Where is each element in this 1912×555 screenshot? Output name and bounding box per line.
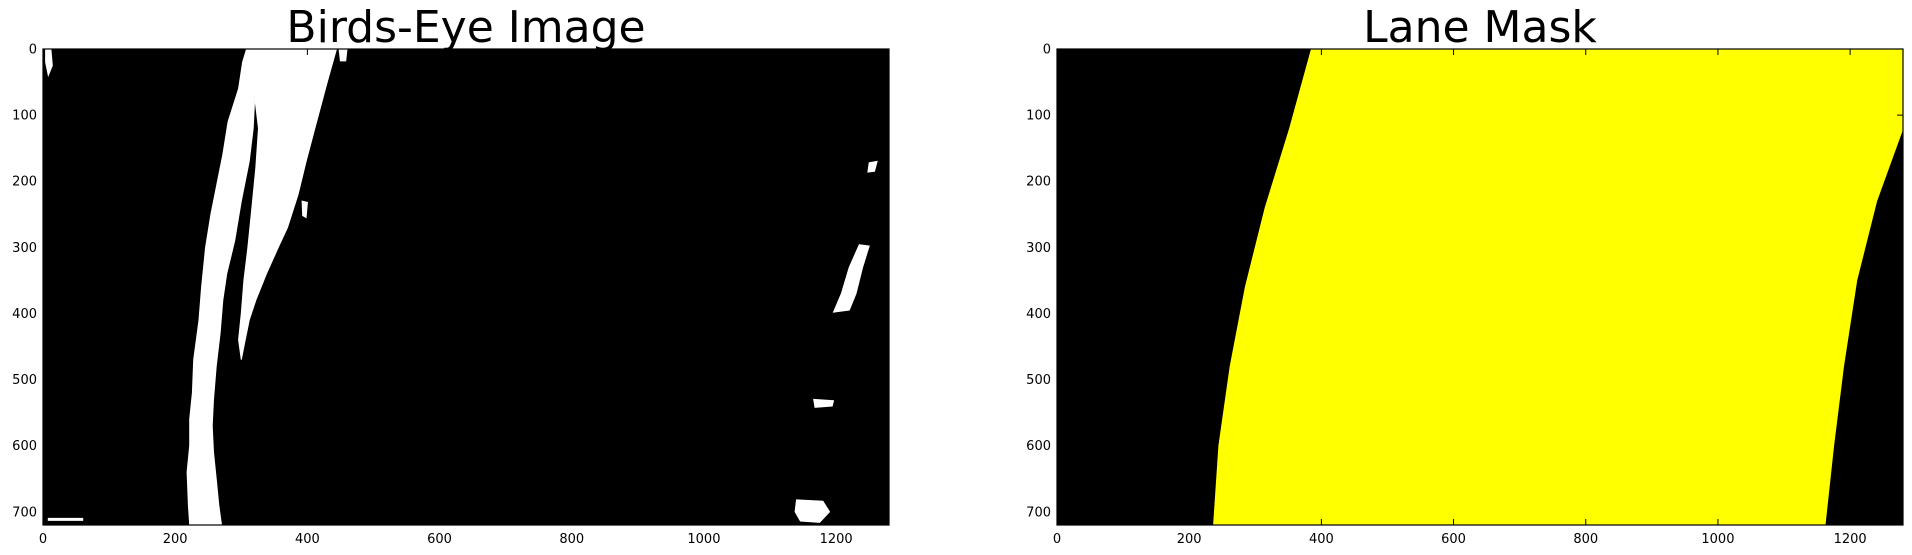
y-tick-label: 300: [1026, 241, 1051, 256]
y-tick-label: 100: [1026, 109, 1051, 124]
blob-right-mid: [832, 244, 870, 313]
x-tick-label: 200: [1177, 532, 1202, 547]
image-background: [43, 49, 889, 525]
x-tick-label: 400: [1309, 532, 1334, 547]
blob-bottom-right: [794, 499, 831, 523]
y-tick-label: 600: [12, 439, 37, 454]
y-tick-label: 0: [1043, 43, 1051, 58]
x-tick-label: 0: [39, 532, 47, 547]
x-tick-label: 200: [163, 532, 188, 547]
y-tick-label: 400: [12, 307, 37, 322]
x-tick-label: 400: [295, 532, 320, 547]
y-tick-label: 100: [12, 109, 37, 124]
y-tick-label: 400: [1026, 307, 1051, 322]
chart-title: Lane Mask: [1363, 2, 1597, 53]
x-tick-label: 600: [427, 532, 452, 547]
y-tick-label: 200: [1026, 175, 1051, 190]
blob-mid-left: [301, 200, 308, 219]
lane-area: [1213, 48, 1904, 526]
y-tick-label: 200: [12, 175, 37, 190]
chart-title: Birds-Eye Image: [286, 2, 645, 53]
x-tick-label: 1000: [1701, 532, 1734, 547]
left-lane-line-upper: [238, 48, 338, 360]
axes-frame: [1056, 48, 1904, 526]
blob-right-lower: [813, 398, 835, 408]
panel-2: Lane Mask 0 200 400 600 800 1000 1200 0 100 200 300…: [1026, 2, 1904, 547]
x-tick-label: 800: [1573, 532, 1598, 547]
y-tick-label: 500: [12, 373, 37, 388]
y-tick-label: 300: [12, 241, 37, 256]
y-tick-label: 600: [1026, 439, 1051, 454]
x-tick-label: 800: [559, 532, 584, 547]
blob-bottom-left: [47, 517, 84, 521]
y-tick-label: 700: [1026, 505, 1051, 520]
axes-frame: [42, 48, 890, 526]
y-tick-label: 0: [29, 43, 37, 58]
x-tick-label: 1000: [687, 532, 720, 547]
y-tick-label: 700: [12, 505, 37, 520]
y-tick-label: 500: [1026, 373, 1051, 388]
x-tick-label: 1200: [820, 532, 853, 547]
x-tick-label: 600: [1441, 532, 1466, 547]
x-tick-label: 1200: [1834, 532, 1867, 547]
x-tick-label: 0: [1053, 532, 1061, 547]
blob-right-upper: [867, 160, 878, 173]
panel-1: Birds-Eye Image 0 200 400 600 800 1000 1200 0 100…: [12, 2, 890, 547]
